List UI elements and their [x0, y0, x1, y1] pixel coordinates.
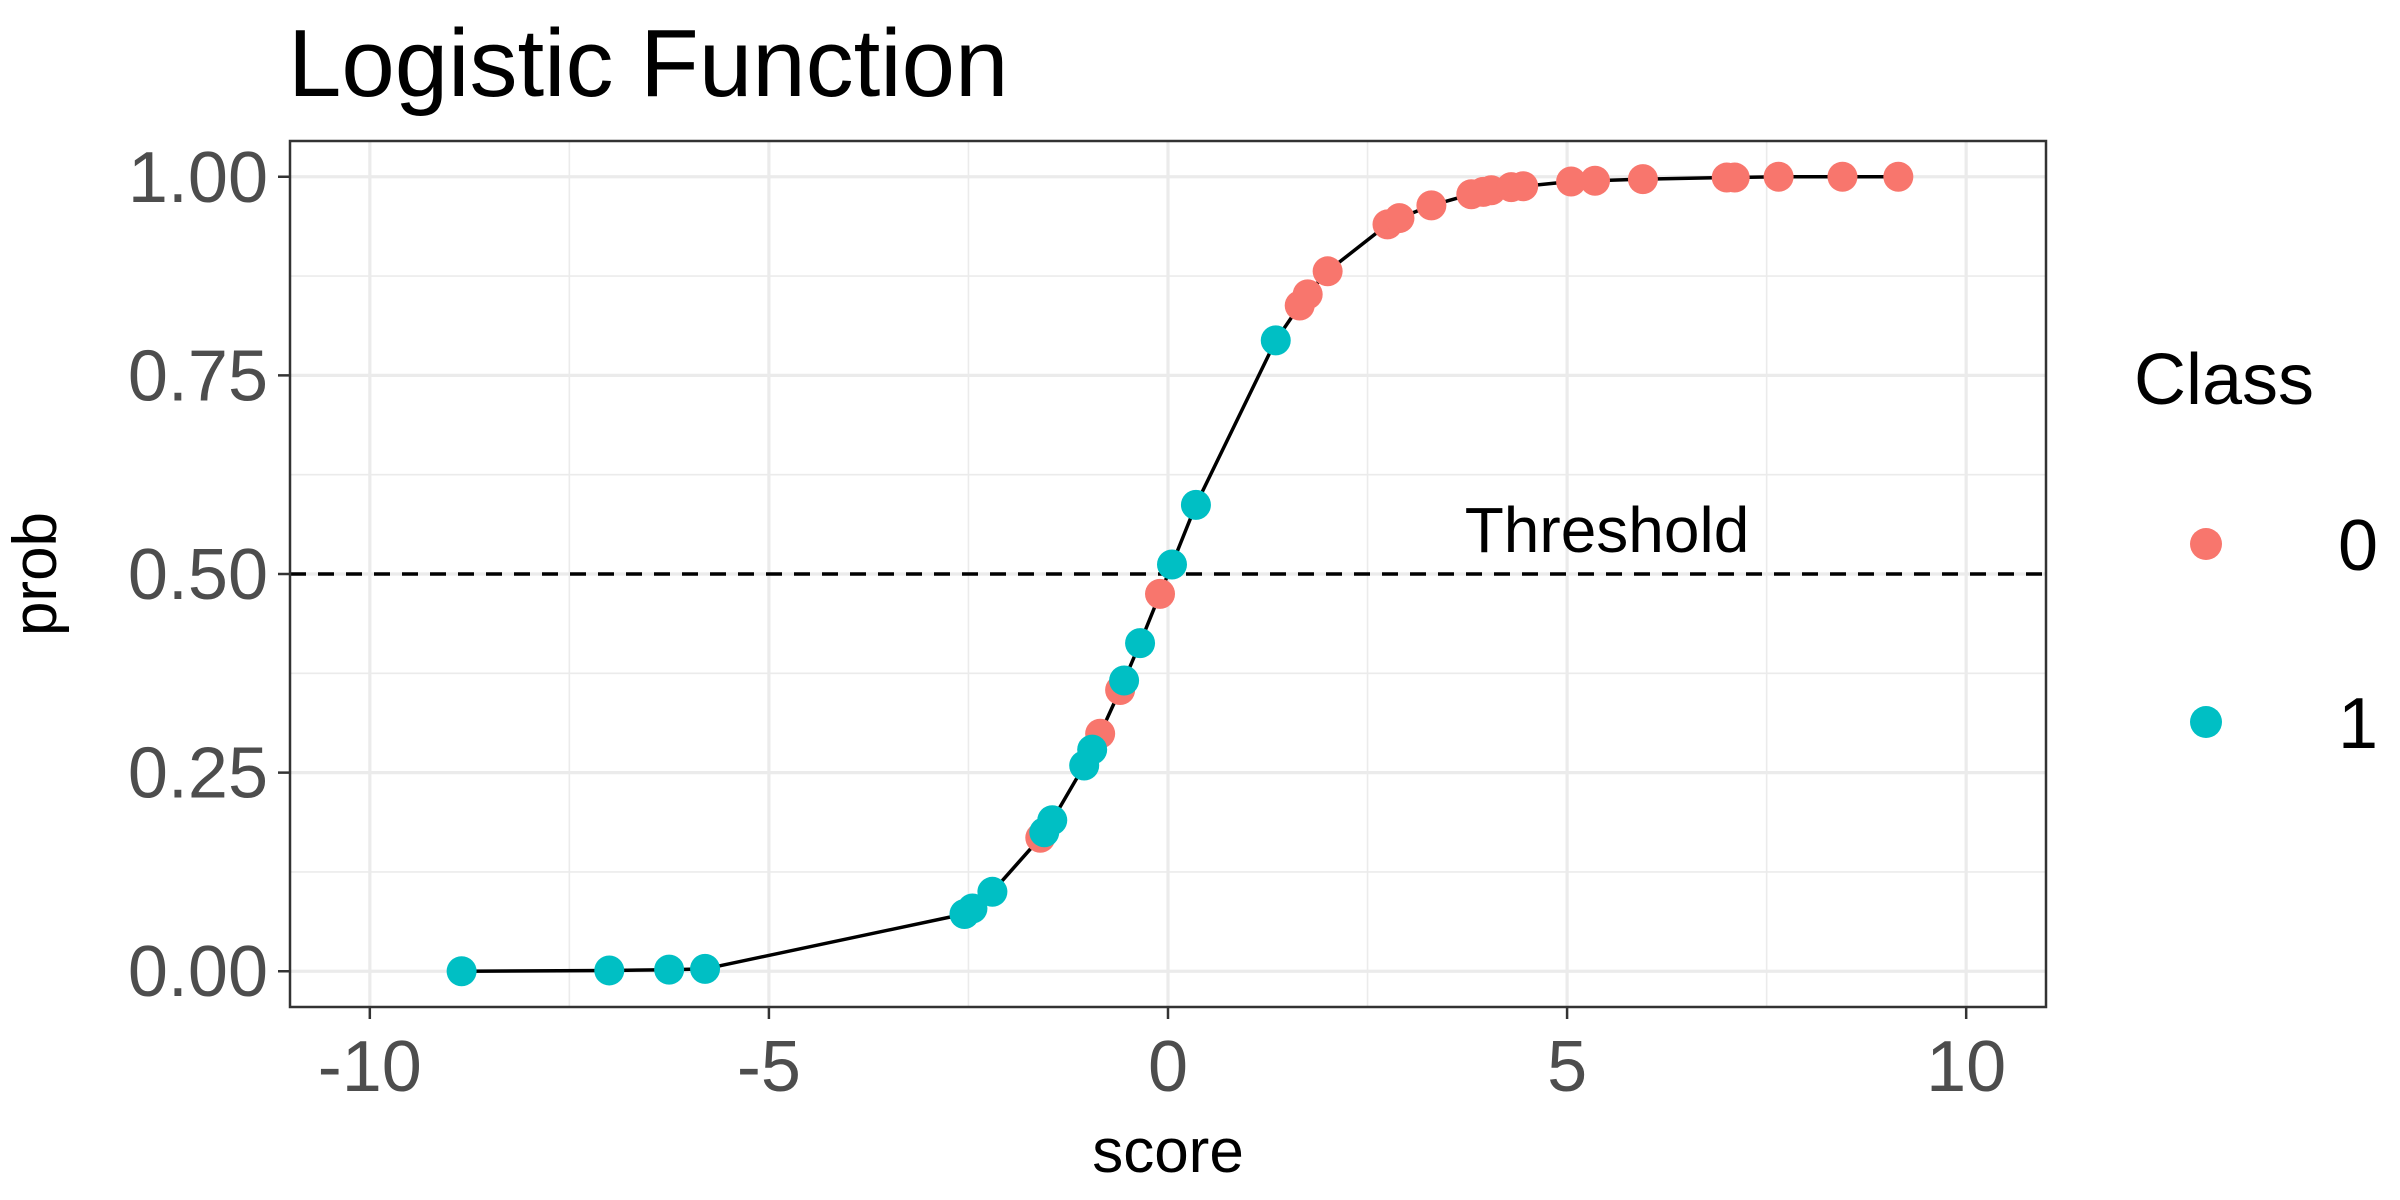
x-tick-label: 5 [1547, 1027, 1587, 1107]
data-point-class-1 [690, 953, 721, 984]
data-point-class-1 [446, 956, 477, 987]
x-tick-label: -5 [737, 1027, 801, 1107]
data-point-class-0 [1384, 203, 1415, 234]
chart-title: Logistic Function [288, 10, 1008, 117]
data-point-class-0 [1508, 171, 1539, 202]
threshold-label: Threshold [1465, 494, 1750, 566]
data-point-class-0 [1416, 190, 1447, 221]
data-point-class-0 [1719, 162, 1750, 193]
data-point-class-1 [977, 876, 1008, 907]
y-tick-label: 1.00 [128, 138, 268, 218]
data-point-class-1 [1109, 665, 1140, 696]
data-point-class-1 [594, 955, 625, 986]
data-points [446, 161, 1914, 987]
x-tick-label: -10 [318, 1027, 422, 1107]
legend-key-class-1 [2190, 706, 2222, 738]
y-tick-label: 0.00 [128, 932, 268, 1012]
x-tick-label: 10 [1926, 1027, 2006, 1107]
x-tick-label: 0 [1148, 1027, 1188, 1107]
legend-label-class-1: 1 [2338, 684, 2378, 764]
data-point-class-1 [1037, 805, 1068, 836]
data-point-class-1 [1156, 549, 1187, 580]
data-point-class-0 [1145, 578, 1176, 609]
data-point-class-1 [957, 893, 988, 924]
legend-label-class-0: 0 [2338, 506, 2378, 586]
data-point-class-0 [1627, 164, 1658, 195]
data-point-class-1 [1077, 734, 1108, 765]
y-tick-label: 0.50 [128, 535, 268, 615]
data-point-class-1 [654, 954, 685, 985]
legend-key-class-0 [2190, 528, 2222, 560]
y-tick-label: 0.25 [128, 734, 268, 814]
data-point-class-0 [1827, 161, 1858, 192]
data-point-class-1 [1125, 628, 1156, 659]
legend-title: Class [2134, 340, 2314, 420]
x-axis-title: score [1092, 1117, 1244, 1186]
x-axis-ticks: -10 -5 0 5 10 [318, 1007, 2006, 1107]
legend: Class 0 1 [2134, 340, 2378, 764]
data-point-class-1 [1260, 325, 1291, 356]
data-point-class-0 [1883, 161, 1914, 192]
y-tick-label: 0.75 [128, 336, 268, 416]
data-point-class-1 [1180, 489, 1211, 520]
y-axis-ticks: 0.00 0.25 0.50 0.75 1.00 [128, 138, 290, 1012]
data-point-class-0 [1312, 256, 1343, 287]
data-point-class-0 [1556, 166, 1587, 197]
data-point-class-0 [1763, 161, 1794, 192]
data-point-class-0 [1580, 165, 1611, 196]
data-point-class-0 [1292, 279, 1323, 310]
y-axis-title: prob [1, 512, 70, 636]
